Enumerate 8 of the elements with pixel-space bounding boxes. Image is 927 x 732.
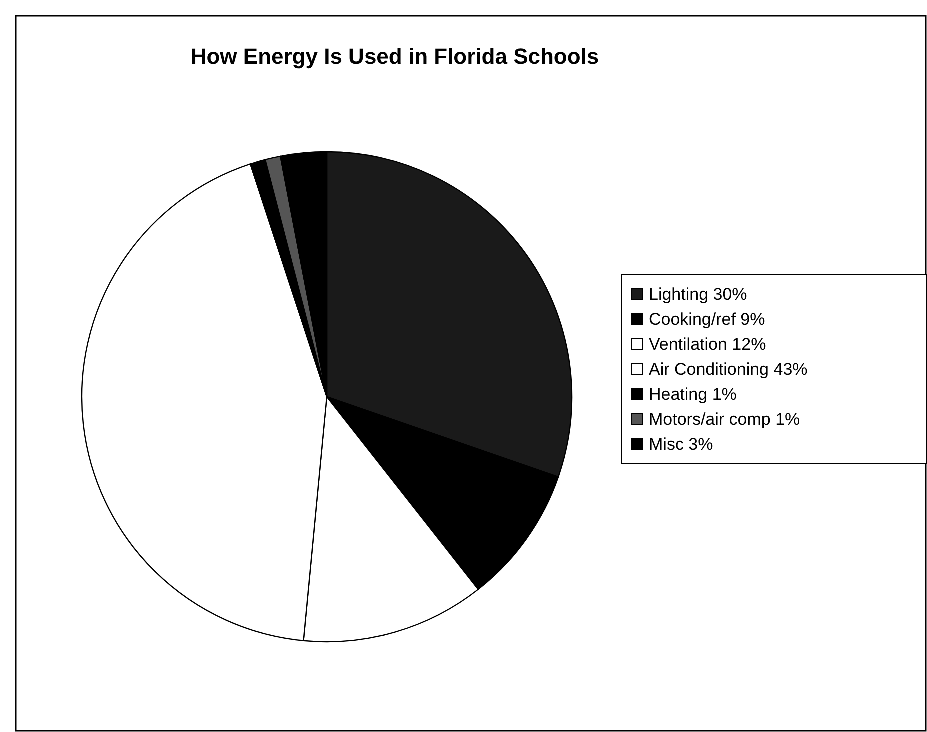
legend-label: Lighting 30% — [649, 285, 748, 304]
legend-label: Ventilation 12% — [649, 335, 766, 354]
legend-label: Air Conditioning 43% — [649, 360, 808, 379]
legend-label: Cooking/ref 9% — [649, 310, 766, 329]
legend-label: Motors/air comp 1% — [649, 410, 800, 429]
chart-title: How Energy Is Used in Florida Schools — [190, 44, 600, 69]
legend-label: Heating 1% — [649, 385, 737, 404]
legend-label: Misc 3% — [649, 435, 714, 454]
